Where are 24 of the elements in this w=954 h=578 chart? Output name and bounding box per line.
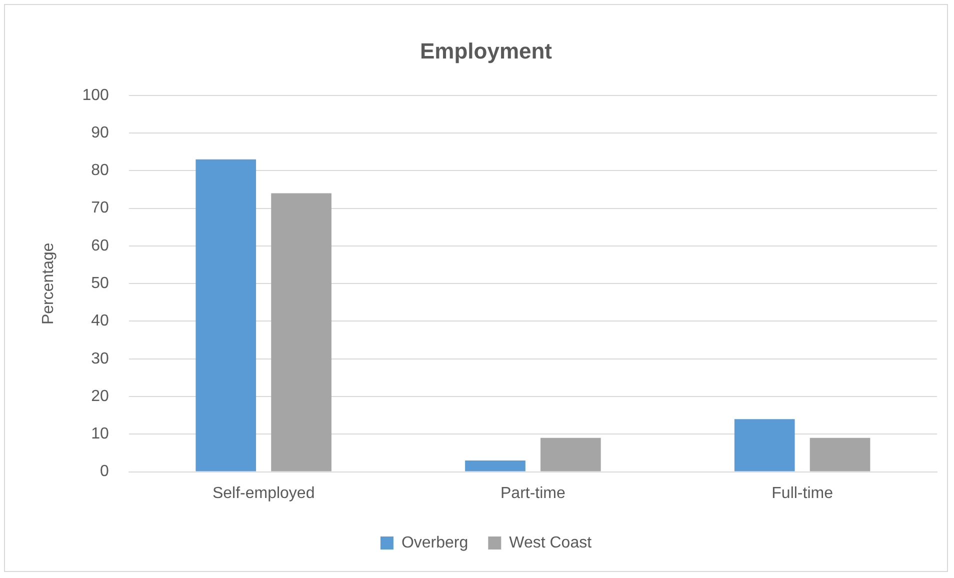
y-tick-label: 0 xyxy=(100,463,109,480)
legend-label: West Coast xyxy=(509,534,592,552)
y-tick-label: 90 xyxy=(91,124,109,142)
y-tick-label: 30 xyxy=(91,350,109,368)
chart-title: Employment xyxy=(420,38,553,64)
y-tick-label: 50 xyxy=(91,275,109,292)
y-tick-label: 100 xyxy=(82,86,109,104)
x-tick-label: Part-time xyxy=(500,484,566,502)
bar xyxy=(540,438,601,472)
bar xyxy=(196,159,256,472)
x-tick-label: Full-time xyxy=(772,484,834,502)
bar xyxy=(734,419,795,472)
bar xyxy=(271,193,332,472)
y-tick-label: 70 xyxy=(91,200,109,217)
y-tick-label: 60 xyxy=(91,237,109,254)
y-axis-title: Percentage xyxy=(40,242,58,325)
legend-label: Overberg xyxy=(401,534,468,552)
y-tick-label: 80 xyxy=(91,162,109,180)
bar xyxy=(810,438,870,472)
x-tick-label: Self-employed xyxy=(212,484,315,502)
y-tick-label: 20 xyxy=(91,388,109,405)
y-tick-label: 40 xyxy=(91,312,109,330)
bar xyxy=(465,460,526,472)
y-tick-label: 10 xyxy=(91,426,109,443)
